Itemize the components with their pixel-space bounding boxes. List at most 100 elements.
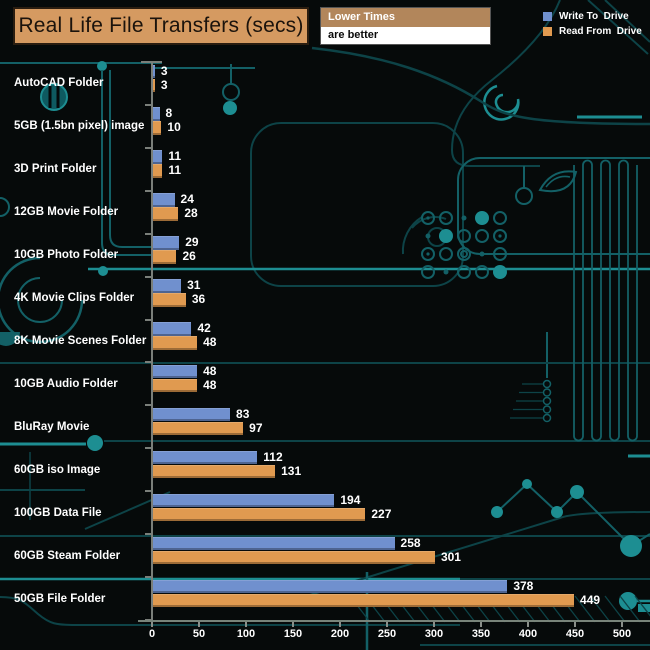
value-label: 31 <box>187 278 201 293</box>
x-axis-tick <box>574 622 576 627</box>
read-bar <box>152 550 435 565</box>
chart-row: 50GB File Folder 378 449 <box>0 577 650 620</box>
value-label: 8 <box>165 106 173 121</box>
value-label: 97 <box>249 420 263 435</box>
y-axis-tick <box>145 275 152 278</box>
chart-row: 60GB iso Image 112 131 <box>0 448 650 491</box>
x-axis <box>138 620 650 622</box>
read-bar <box>152 336 198 350</box>
write-bar <box>152 193 175 207</box>
y-axis-tick <box>145 576 152 579</box>
read-swatch-icon <box>543 26 552 36</box>
value-label: 112 <box>263 449 283 464</box>
value-label: 11 <box>168 149 182 164</box>
x-axis-tick <box>433 622 435 627</box>
read-bar <box>152 378 198 393</box>
y-axis-tick <box>145 103 152 106</box>
x-axis-label: 150 <box>283 628 303 640</box>
x-axis-tick <box>480 622 482 627</box>
chart-row: 10GB Photo Folder 29 26 <box>0 234 650 277</box>
read-bar <box>152 78 155 92</box>
read-bar <box>152 464 276 479</box>
read-bar <box>152 164 163 178</box>
category-label: 60GB iso Image <box>14 463 101 476</box>
x-axis-tick <box>198 622 200 627</box>
read-bar <box>152 507 366 522</box>
category-label: 10GB Audio Folder <box>14 377 118 390</box>
value-label: 48 <box>203 335 217 350</box>
write-bar <box>152 279 182 293</box>
read-bar <box>152 593 575 608</box>
x-axis-tick <box>292 622 294 627</box>
y-axis-tick <box>145 361 152 364</box>
value-label: 227 <box>371 506 392 521</box>
y-axis-tick <box>145 447 152 450</box>
x-axis-label: 0 <box>148 628 156 640</box>
value-label: 83 <box>236 406 250 421</box>
value-label: 449 <box>580 592 601 607</box>
y-axis-tick <box>141 61 162 63</box>
x-axis-label: 200 <box>330 628 350 640</box>
write-bar <box>152 493 335 508</box>
write-bar <box>152 322 192 336</box>
note-line-1: Lower Times <box>321 8 490 27</box>
write-bar <box>152 150 163 164</box>
x-axis-label: 500 <box>612 628 632 640</box>
category-label: 50GB File Folder <box>14 592 106 605</box>
category-label: 100GB Data File <box>14 506 102 519</box>
legend-label-write: Write To Drive <box>559 10 629 22</box>
category-label: BluRay Movie <box>14 420 90 433</box>
chart-title: Real Life File Transfers (secs) <box>13 7 309 45</box>
value-label: 11 <box>168 163 182 178</box>
x-axis-tick <box>621 622 623 627</box>
write-bar <box>152 536 395 551</box>
chart-row: 4K Movie Clips Folder 31 36 <box>0 277 650 320</box>
category-label: 12GB Movie Folder <box>14 206 119 219</box>
chart-row: 8K Movie Scenes Folder 42 48 <box>0 320 650 363</box>
write-bar <box>152 407 231 422</box>
value-label: 3 <box>160 77 168 92</box>
category-label: 4K Movie Clips Folder <box>14 292 135 305</box>
read-bar <box>152 421 244 436</box>
value-label: 48 <box>203 377 217 392</box>
value-label: 36 <box>191 292 206 307</box>
x-axis-tick <box>527 622 529 627</box>
chart-row: 5GB (1.5bn pixel) image 8 10 <box>0 105 650 148</box>
value-label: 3 <box>160 63 168 78</box>
value-label: 26 <box>182 249 196 264</box>
x-axis-label: 450 <box>565 628 585 640</box>
write-bar <box>152 107 160 121</box>
chart-row: 10GB Audio Folder 48 48 <box>0 362 650 405</box>
write-bar <box>152 579 508 594</box>
x-axis-label: 50 <box>192 628 206 640</box>
legend-label-read: Read From Drive <box>559 25 642 37</box>
x-axis-tick <box>245 622 247 627</box>
chart-row: BluRay Movie 83 97 <box>0 405 650 448</box>
x-axis-label: 100 <box>236 628 256 640</box>
category-label: 3D Print Folder <box>14 163 97 176</box>
note-line-2: are better <box>321 27 490 44</box>
y-axis-tick <box>145 232 152 235</box>
category-label: 10GB Photo Folder <box>14 249 119 262</box>
value-label: 28 <box>184 206 198 221</box>
chart-row: 12GB Movie Folder 24 28 <box>0 191 650 234</box>
y-axis-tick <box>145 189 152 192</box>
category-label: 8K Movie Scenes Folder <box>14 334 147 347</box>
y-axis-tick <box>145 318 152 321</box>
value-label: 301 <box>440 549 461 564</box>
chart-row: 100GB Data File 194 227 <box>0 491 650 534</box>
read-bar <box>152 250 177 264</box>
chart-row: 60GB Steam Folder 258 301 <box>0 534 650 577</box>
legend-item-read: Read From Drive <box>543 24 642 38</box>
y-axis-tick <box>145 490 152 493</box>
value-label: 10 <box>167 120 181 135</box>
legend: Write To Drive Read From Drive <box>543 9 642 39</box>
y-axis-tick <box>145 146 152 149</box>
y-axis <box>151 62 153 620</box>
read-bar <box>152 121 162 135</box>
x-axis-tick <box>386 622 388 627</box>
x-axis-label: 400 <box>518 628 538 640</box>
